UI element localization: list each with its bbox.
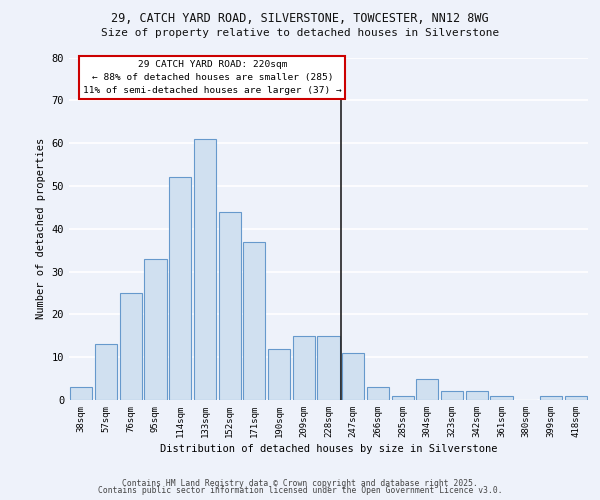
- Bar: [540, 396, 562, 400]
- Bar: [441, 392, 463, 400]
- Y-axis label: Number of detached properties: Number of detached properties: [36, 138, 46, 320]
- Text: Contains public sector information licensed under the Open Government Licence v3: Contains public sector information licen…: [98, 486, 502, 495]
- Bar: [392, 396, 414, 400]
- Text: Contains HM Land Registry data © Crown copyright and database right 2025.: Contains HM Land Registry data © Crown c…: [122, 478, 478, 488]
- Bar: [367, 387, 389, 400]
- Text: Size of property relative to detached houses in Silverstone: Size of property relative to detached ho…: [101, 28, 499, 38]
- Text: 29 CATCH YARD ROAD: 220sqm
← 88% of detached houses are smaller (285)
11% of sem: 29 CATCH YARD ROAD: 220sqm ← 88% of deta…: [83, 60, 342, 95]
- Bar: [243, 242, 265, 400]
- Bar: [145, 258, 167, 400]
- Bar: [169, 178, 191, 400]
- Bar: [466, 392, 488, 400]
- Bar: [95, 344, 117, 400]
- Bar: [317, 336, 340, 400]
- Bar: [119, 293, 142, 400]
- Bar: [565, 396, 587, 400]
- Bar: [293, 336, 315, 400]
- Bar: [416, 378, 439, 400]
- Bar: [490, 396, 512, 400]
- Text: 29, CATCH YARD ROAD, SILVERSTONE, TOWCESTER, NN12 8WG: 29, CATCH YARD ROAD, SILVERSTONE, TOWCES…: [111, 12, 489, 26]
- Bar: [342, 353, 364, 400]
- Bar: [268, 348, 290, 400]
- Bar: [218, 212, 241, 400]
- X-axis label: Distribution of detached houses by size in Silverstone: Distribution of detached houses by size …: [160, 444, 497, 454]
- Bar: [70, 387, 92, 400]
- Bar: [194, 139, 216, 400]
